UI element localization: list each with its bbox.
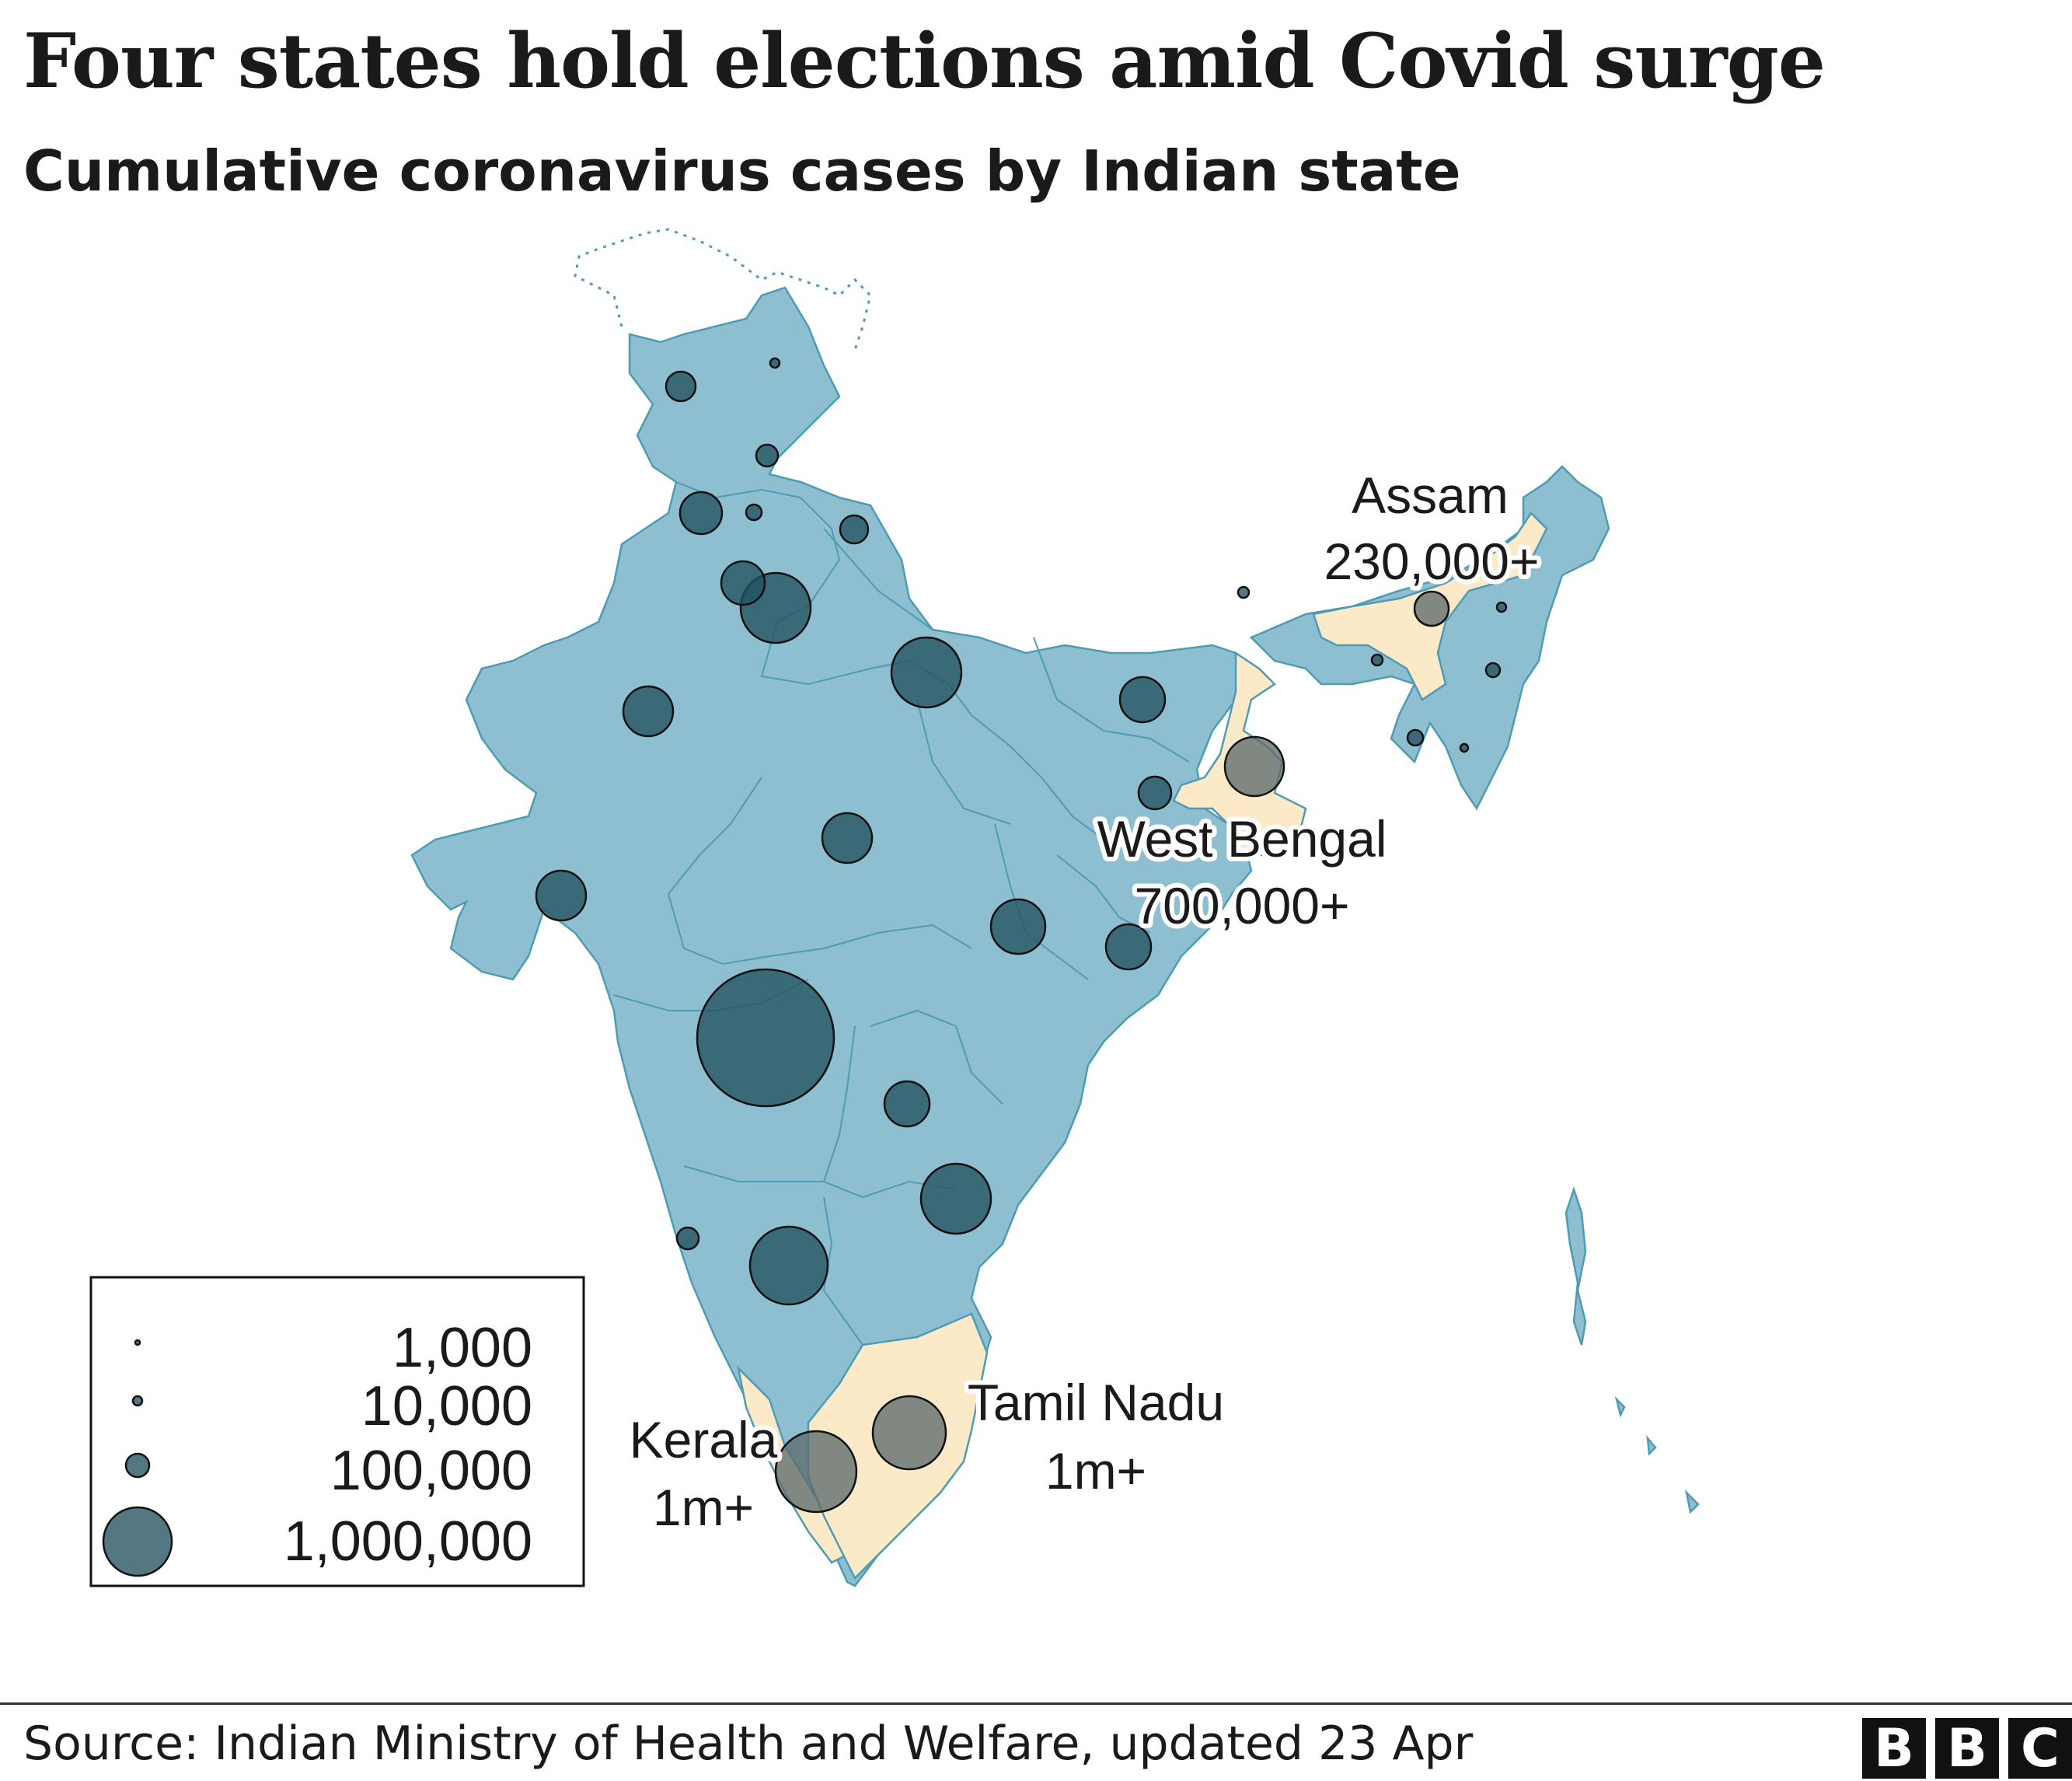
label-assam-name: Assam (1352, 466, 1509, 524)
bubble-assam (1413, 590, 1450, 627)
legend-label-100000: 100,000 (330, 1440, 532, 1502)
legend-bubble-10000 (131, 1395, 144, 1407)
bubble-tamil-nadu (871, 1395, 947, 1471)
bubble-haryana (720, 560, 766, 606)
label-kerala-name: Kerala (630, 1411, 778, 1468)
bubble-uttar-pradesh (890, 636, 963, 709)
bubble-punjab (678, 491, 724, 536)
andaman-islands (1564, 1186, 1587, 1346)
bubble-bihar (1118, 676, 1167, 724)
bubble-maharashtra (696, 968, 835, 1108)
footer-divider (0, 1702, 2072, 1705)
legend-box (89, 1276, 585, 1587)
bubble-manipur (1484, 662, 1502, 679)
bubble-west-bengal (1223, 735, 1285, 798)
legend-bubble-1000000 (102, 1506, 173, 1577)
bubble-uttarakhand (839, 514, 870, 545)
bubble-tripura (1406, 728, 1425, 747)
case-bubbles (535, 357, 1508, 1514)
bubble-odisha (1104, 923, 1153, 971)
label-tamil-nadu-name: Tamil Nadu (968, 1374, 1224, 1431)
bubble-ladakh (769, 357, 781, 369)
label-assam-value: 230,000+ (1324, 533, 1539, 590)
label-west-bengal-value: 700,000+ (1134, 877, 1349, 934)
bubble-jharkhand (1137, 775, 1173, 811)
bubble-chandigarh (745, 503, 763, 522)
legend-label-10000: 10,000 (361, 1375, 532, 1437)
bubble-karnataka (748, 1225, 829, 1306)
bbc-logo-block: B (1935, 1718, 1999, 1779)
bubble-telangana (883, 1080, 931, 1128)
chart-subtitle: Cumulative coronavirus cases by Indian s… (23, 138, 1461, 204)
legend-label-1000: 1,000 (392, 1317, 532, 1379)
bubble-andhra-pradesh (919, 1162, 992, 1235)
callout-labels: Assam 230,000+ West Bengal 700,000+ Kera… (625, 462, 1544, 1541)
label-kerala-value: 1m+ (653, 1479, 754, 1536)
legend-bubble-100000 (124, 1452, 151, 1479)
nicobar-islands (1614, 1395, 1700, 1514)
bbc-logo-block: C (2008, 1718, 2072, 1779)
bubble-gujarat (535, 869, 588, 922)
bubble-goa (675, 1226, 700, 1251)
legend-bubble-1000 (134, 1339, 141, 1346)
bbc-logo-block: B (1862, 1718, 1926, 1779)
bubble-kerala (774, 1430, 858, 1514)
label-west-bengal-name: West Bengal (1097, 810, 1387, 868)
chart-title: Four states hold elections amid Covid su… (23, 17, 1826, 105)
bubble-mizoram (1459, 742, 1470, 753)
bubble-meghalaya (1370, 653, 1384, 667)
bubble-rajasthan (622, 685, 675, 738)
bubble-jammu-kashmir (665, 370, 697, 403)
size-legend: 1,000 10,000 100,000 1,000,000 (89, 1276, 585, 1587)
bubble-nagaland (1495, 601, 1508, 613)
source-note: Source: Indian Ministry of Health and We… (23, 1716, 1474, 1771)
bubble-sikkim (1237, 585, 1251, 599)
bubble-himachal-pradesh (755, 443, 780, 468)
bbc-logo: B B C (1862, 1718, 2072, 1779)
label-tamil-nadu-value: 1m+ (1045, 1442, 1146, 1500)
bubble-chhattisgarh (989, 898, 1047, 955)
bubble-madhya-pradesh (821, 812, 874, 864)
legend-label-1000000: 1,000,000 (284, 1510, 532, 1573)
